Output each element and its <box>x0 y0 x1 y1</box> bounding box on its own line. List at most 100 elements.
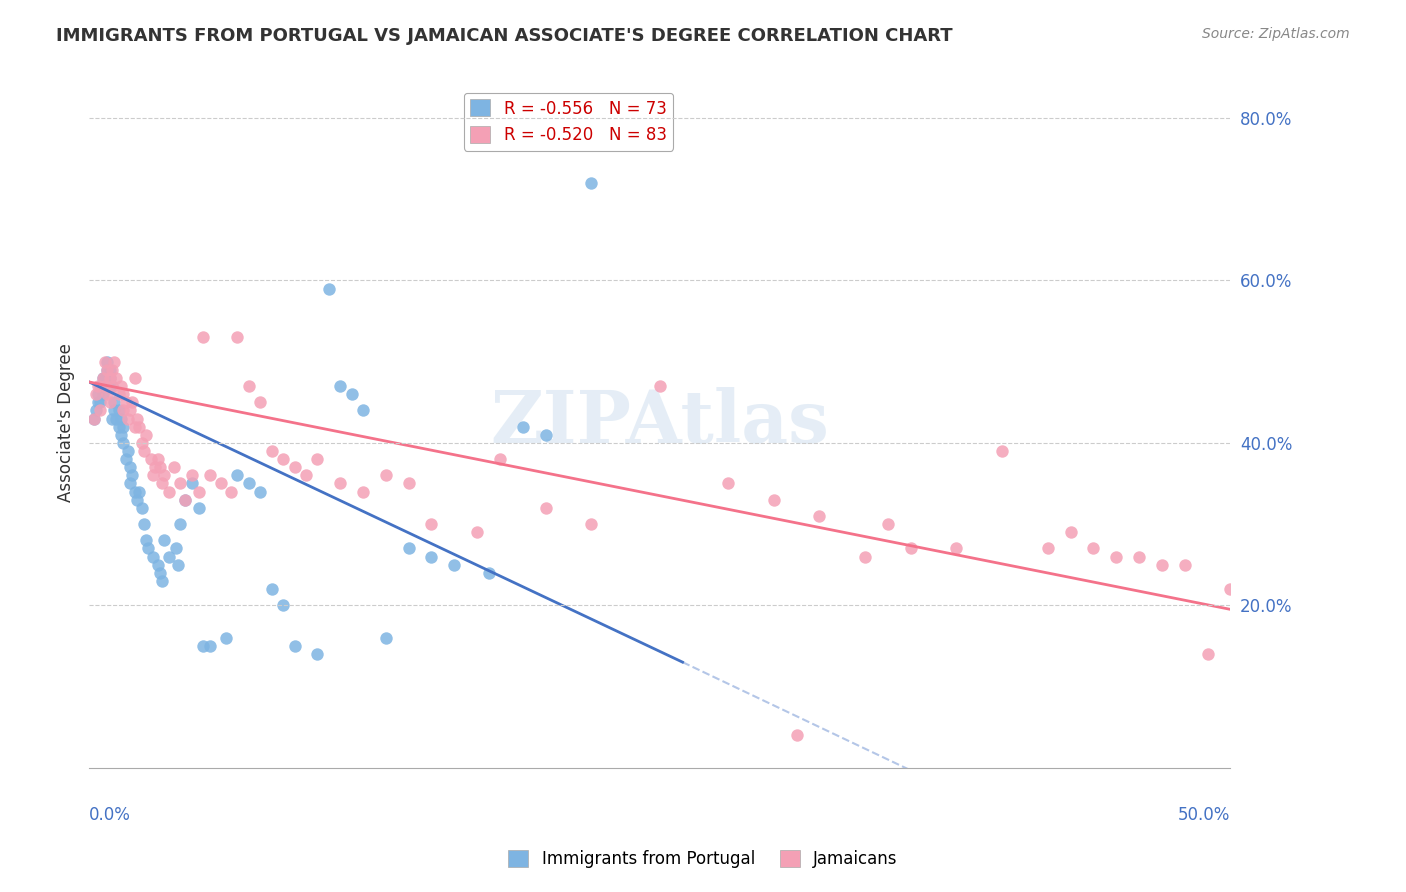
Point <box>489 452 512 467</box>
Point <box>94 371 117 385</box>
Point <box>125 411 148 425</box>
Point <box>128 419 150 434</box>
Point <box>89 403 111 417</box>
Point <box>329 379 352 393</box>
Point <box>94 379 117 393</box>
Point <box>174 492 197 507</box>
Point <box>128 484 150 499</box>
Point <box>101 379 124 393</box>
Point <box>945 541 967 556</box>
Point <box>114 395 136 409</box>
Text: 50.0%: 50.0% <box>1178 805 1230 823</box>
Point <box>991 444 1014 458</box>
Point <box>84 403 107 417</box>
Point <box>91 379 114 393</box>
Point <box>1219 582 1241 596</box>
Point <box>83 411 105 425</box>
Point <box>238 476 260 491</box>
Point <box>198 468 221 483</box>
Point <box>83 411 105 425</box>
Point <box>124 484 146 499</box>
Point <box>169 476 191 491</box>
Point <box>101 411 124 425</box>
Point <box>307 452 329 467</box>
Point <box>465 525 488 540</box>
Point <box>110 379 132 393</box>
Point <box>534 500 557 515</box>
Point <box>786 728 808 742</box>
Point <box>307 647 329 661</box>
Point <box>1059 525 1081 540</box>
Point <box>226 468 249 483</box>
Text: IMMIGRANTS FROM PORTUGAL VS JAMAICAN ASSOCIATE'S DEGREE CORRELATION CHART: IMMIGRANTS FROM PORTUGAL VS JAMAICAN ASS… <box>56 27 953 45</box>
Point <box>103 395 125 409</box>
Point <box>271 452 294 467</box>
Point <box>89 395 111 409</box>
Point <box>352 403 374 417</box>
Point <box>260 444 283 458</box>
Point <box>169 517 191 532</box>
Text: ZIPAtlas: ZIPAtlas <box>491 387 830 458</box>
Point <box>398 541 420 556</box>
Legend: R = -0.556   N = 73, R = -0.520   N = 83: R = -0.556 N = 73, R = -0.520 N = 83 <box>464 93 673 151</box>
Y-axis label: Associate's Degree: Associate's Degree <box>58 343 75 502</box>
Point <box>295 468 318 483</box>
Point <box>96 363 118 377</box>
Point <box>318 282 340 296</box>
Point <box>215 631 238 645</box>
Point <box>96 354 118 368</box>
Point <box>1197 647 1219 661</box>
Point <box>226 330 249 344</box>
Point <box>146 452 169 467</box>
Point <box>107 403 129 417</box>
Point <box>101 379 124 393</box>
Point <box>91 387 114 401</box>
Point <box>87 387 110 401</box>
Point <box>581 176 603 190</box>
Point <box>142 549 165 564</box>
Point <box>193 639 215 653</box>
Text: 0.0%: 0.0% <box>89 805 131 823</box>
Point <box>149 460 172 475</box>
Point <box>110 427 132 442</box>
Point <box>98 371 121 385</box>
Point <box>260 582 283 596</box>
Point <box>89 379 111 393</box>
Point <box>157 549 180 564</box>
Point <box>174 492 197 507</box>
Point <box>103 354 125 368</box>
Point <box>135 533 157 548</box>
Point <box>420 549 443 564</box>
Point <box>329 476 352 491</box>
Point <box>1174 558 1197 572</box>
Point <box>398 476 420 491</box>
Point <box>112 403 135 417</box>
Point <box>157 484 180 499</box>
Point <box>877 517 900 532</box>
Point <box>131 435 153 450</box>
Point <box>91 371 114 385</box>
Point <box>124 371 146 385</box>
Point <box>135 427 157 442</box>
Point <box>131 500 153 515</box>
Point <box>340 387 363 401</box>
Point <box>120 403 142 417</box>
Point <box>87 395 110 409</box>
Point <box>149 566 172 580</box>
Point <box>98 363 121 377</box>
Point <box>1036 541 1059 556</box>
Point <box>477 566 499 580</box>
Point <box>120 476 142 491</box>
Point <box>153 533 176 548</box>
Point <box>153 468 176 483</box>
Point <box>98 371 121 385</box>
Point <box>132 517 155 532</box>
Point <box>132 444 155 458</box>
Point <box>249 484 271 499</box>
Point <box>114 452 136 467</box>
Point <box>143 460 166 475</box>
Point <box>107 387 129 401</box>
Point <box>1128 549 1150 564</box>
Point <box>420 517 443 532</box>
Point <box>352 484 374 499</box>
